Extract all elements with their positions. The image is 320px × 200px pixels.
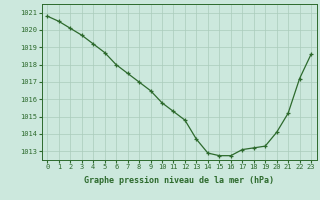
X-axis label: Graphe pression niveau de la mer (hPa): Graphe pression niveau de la mer (hPa) [84,176,274,185]
